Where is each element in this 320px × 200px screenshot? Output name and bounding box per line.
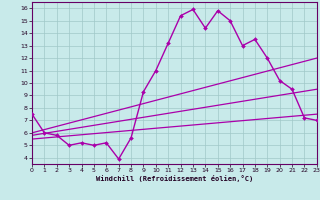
X-axis label: Windchill (Refroidissement éolien,°C): Windchill (Refroidissement éolien,°C) (96, 175, 253, 182)
